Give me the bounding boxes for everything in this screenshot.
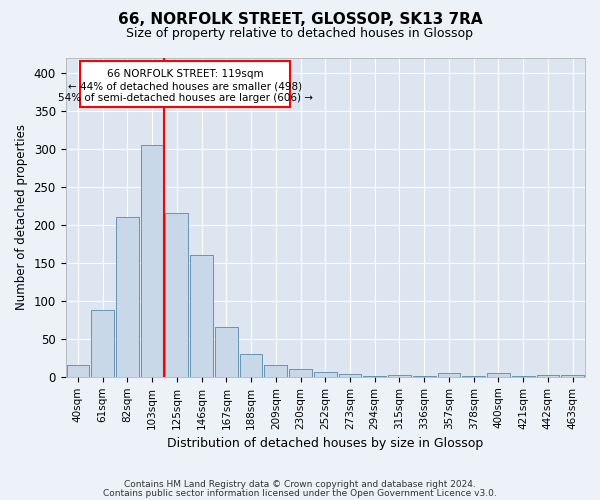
Text: 66 NORFOLK STREET: 119sqm: 66 NORFOLK STREET: 119sqm (107, 69, 263, 79)
Bar (338, 374, 361, 377)
Bar (561, 376, 584, 377)
Bar (67, 366, 89, 377)
Bar (265, 364, 287, 377)
Bar (463, 376, 485, 377)
Text: ← 44% of detached houses are smaller (498): ← 44% of detached houses are smaller (49… (68, 81, 302, 91)
Bar (437, 373, 460, 377)
Bar (364, 376, 386, 377)
Text: Contains HM Land Registry data © Crown copyright and database right 2024.: Contains HM Land Registry data © Crown c… (124, 480, 476, 489)
Text: Size of property relative to detached houses in Glossop: Size of property relative to detached ho… (127, 28, 473, 40)
Bar (314, 372, 337, 377)
Bar (116, 217, 139, 377)
Bar (239, 354, 262, 377)
X-axis label: Distribution of detached houses by size in Glossop: Distribution of detached houses by size … (167, 437, 484, 450)
FancyBboxPatch shape (80, 62, 290, 107)
Bar (141, 145, 163, 377)
Text: Contains public sector information licensed under the Open Government Licence v3: Contains public sector information licen… (103, 488, 497, 498)
Bar (413, 376, 436, 377)
Bar (215, 328, 238, 377)
Bar (536, 374, 559, 377)
Text: 66, NORFOLK STREET, GLOSSOP, SK13 7RA: 66, NORFOLK STREET, GLOSSOP, SK13 7RA (118, 12, 482, 28)
Bar (289, 369, 312, 377)
Bar (166, 214, 188, 377)
Bar (512, 376, 535, 377)
Y-axis label: Number of detached properties: Number of detached properties (15, 124, 28, 310)
Text: 54% of semi-detached houses are larger (606) →: 54% of semi-detached houses are larger (… (58, 93, 313, 103)
Bar (487, 373, 510, 377)
Bar (91, 310, 114, 377)
Bar (388, 374, 411, 377)
Bar (190, 255, 213, 377)
